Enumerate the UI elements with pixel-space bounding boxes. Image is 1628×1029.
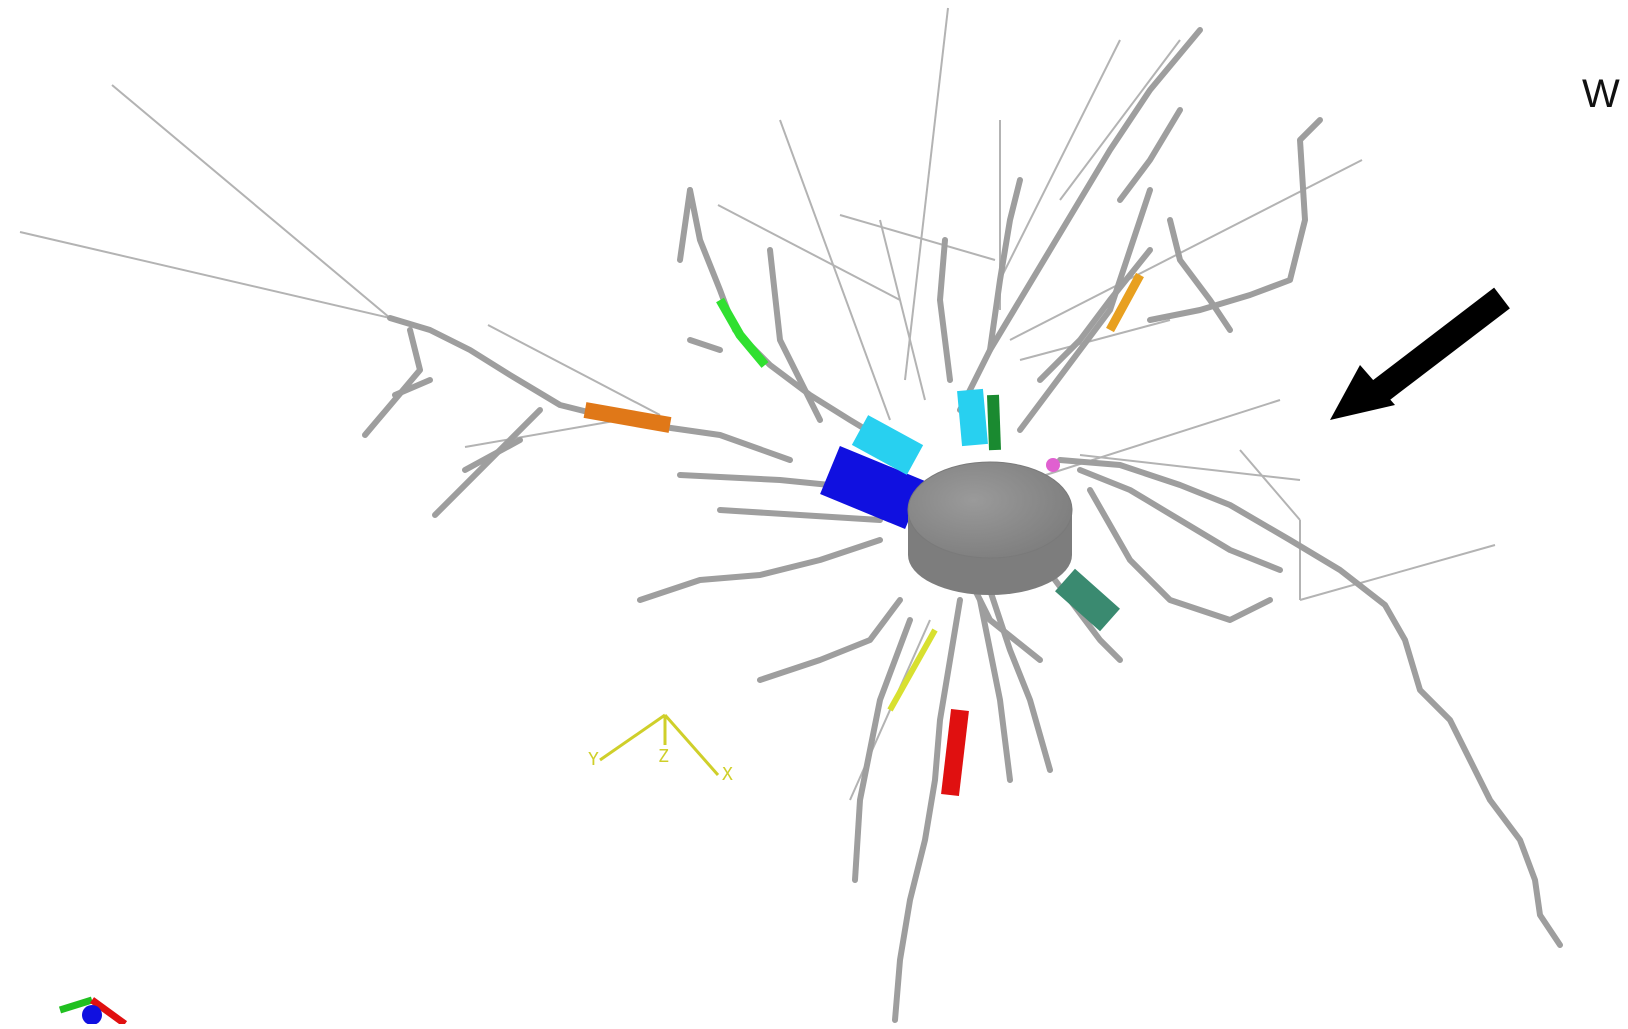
axis-triad <box>599 713 720 776</box>
highlighted-segments <box>583 272 1144 797</box>
segment-yellow <box>887 628 938 712</box>
segment-cyan-top <box>957 388 988 447</box>
segment-green <box>716 297 769 368</box>
segment-pink <box>1046 458 1060 472</box>
axis-label-y: Y <box>588 749 599 770</box>
segment-blue <box>820 445 925 530</box>
dendrite-branches <box>362 27 1563 1023</box>
pointer-arrow <box>1330 287 1510 420</box>
axis-label-x: X <box>722 764 733 785</box>
axis-label-z: Z <box>658 746 669 767</box>
soma <box>907 461 1073 595</box>
segment-orange <box>583 402 672 433</box>
segment-red <box>941 708 969 797</box>
corner-label: W <box>1582 72 1620 116</box>
segment-cyan <box>851 415 924 475</box>
segment-orange-small <box>1106 272 1144 333</box>
view-orientation-icon[interactable] <box>58 996 128 1027</box>
segment-teal <box>1055 568 1120 632</box>
segment-darkgreen <box>987 394 1001 451</box>
